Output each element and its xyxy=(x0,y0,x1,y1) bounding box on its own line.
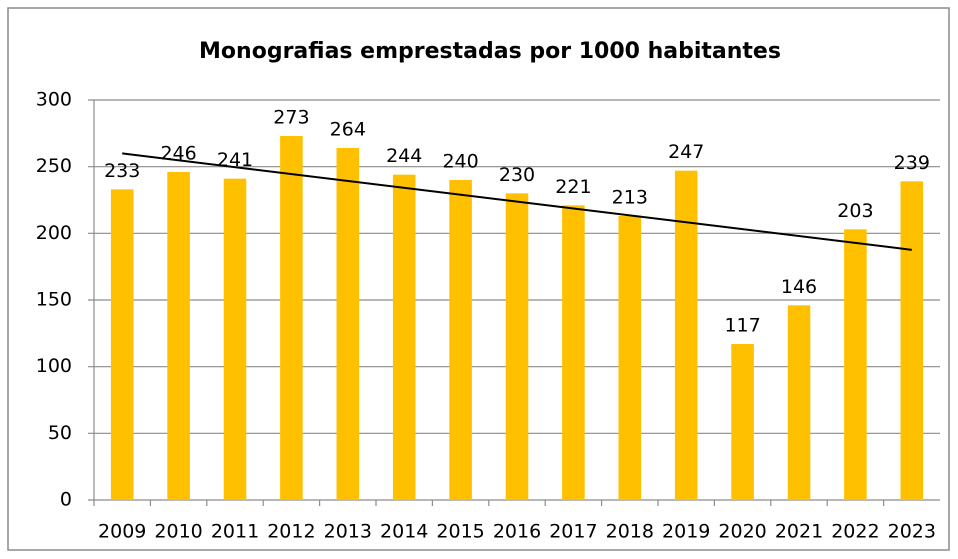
data-label: 240 xyxy=(442,151,478,173)
bar xyxy=(562,205,585,501)
y-tick-label: 150 xyxy=(36,289,72,311)
x-tick-label: 2011 xyxy=(211,521,259,543)
data-label: 146 xyxy=(781,276,817,298)
y-tick-label: 250 xyxy=(36,155,72,177)
y-tick-label: 50 xyxy=(48,422,72,444)
trend-line xyxy=(122,152,912,251)
y-tick-label: 100 xyxy=(36,355,72,377)
bar xyxy=(392,174,416,500)
data-label: 233 xyxy=(104,160,140,182)
x-tick-label: 2018 xyxy=(606,521,654,543)
data-label: 230 xyxy=(499,164,535,186)
x-tick-label: 2022 xyxy=(831,521,879,543)
bar xyxy=(110,189,134,501)
data-label: 273 xyxy=(273,107,309,129)
x-tick-label: 2020 xyxy=(718,521,766,543)
bar xyxy=(167,172,190,500)
x-tick-label: 2016 xyxy=(493,521,541,543)
data-label: 247 xyxy=(668,141,704,163)
x-tick-label: 2015 xyxy=(436,521,484,543)
data-label: 244 xyxy=(386,145,422,167)
x-tick-label: 2010 xyxy=(154,521,202,543)
y-tick-label: 200 xyxy=(36,222,72,244)
data-label: 213 xyxy=(612,187,648,209)
x-tick-label: 2009 xyxy=(98,521,146,543)
bar xyxy=(674,170,698,500)
bar xyxy=(223,178,247,500)
bar xyxy=(449,180,472,500)
x-tick-label: 2013 xyxy=(324,521,372,543)
data-label: 221 xyxy=(555,176,591,198)
x-tick-label: 2017 xyxy=(549,521,597,543)
bar xyxy=(844,229,867,501)
data-label: 264 xyxy=(330,119,366,141)
x-tick-label: 2012 xyxy=(267,521,315,543)
bar xyxy=(618,216,642,500)
data-label: 239 xyxy=(894,152,930,174)
data-label: 117 xyxy=(724,315,760,337)
y-tick-label: 300 xyxy=(36,89,72,111)
y-tick-label: 0 xyxy=(60,489,72,511)
bar xyxy=(900,181,924,501)
bar xyxy=(787,305,811,500)
data-label: 203 xyxy=(837,200,873,222)
x-tick-label: 2014 xyxy=(380,521,428,543)
x-tick-label: 2023 xyxy=(888,521,936,543)
x-tick-label: 2019 xyxy=(662,521,710,543)
x-tick-label: 2021 xyxy=(775,521,823,543)
bar xyxy=(505,193,529,501)
bar xyxy=(731,344,754,500)
chart-title: Monografias emprestadas por 1000 habitan… xyxy=(199,39,781,64)
bar xyxy=(280,136,303,500)
bar xyxy=(336,148,360,500)
